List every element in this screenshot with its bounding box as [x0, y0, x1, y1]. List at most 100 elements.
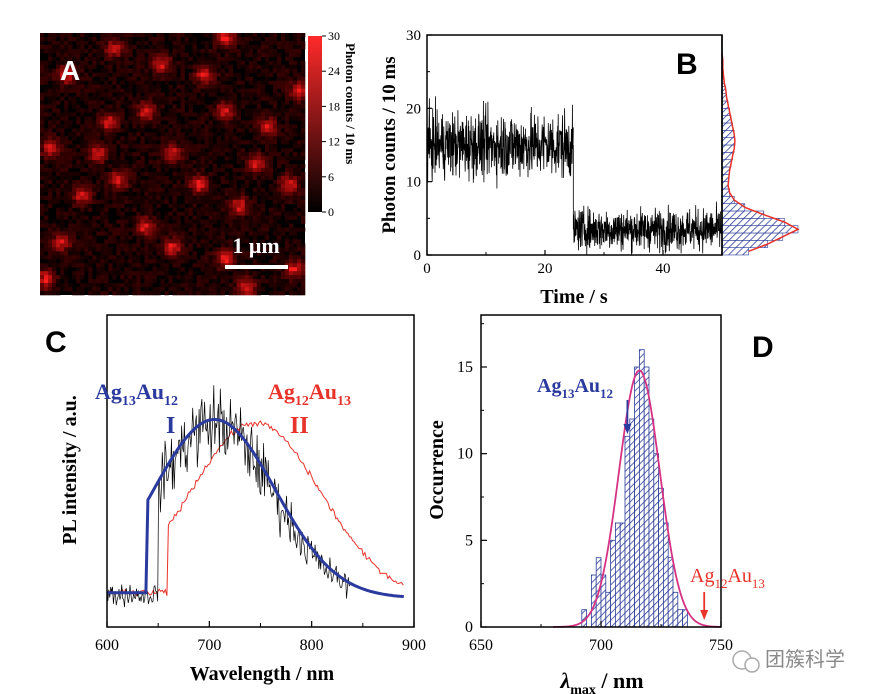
pixel — [256, 191, 262, 197]
pixel — [112, 235, 117, 240]
pixel — [68, 235, 73, 240]
pixel — [56, 291, 61, 296]
pixel — [76, 116, 81, 121]
pixel — [188, 140, 193, 145]
pixel — [104, 44, 109, 50]
pixel — [88, 235, 93, 240]
pixel — [256, 279, 262, 284]
pixel — [72, 179, 77, 185]
pixel — [164, 255, 169, 260]
pixel — [96, 84, 101, 89]
pixel — [228, 239, 234, 244]
pixel — [144, 80, 149, 85]
pixel — [64, 72, 69, 77]
pixel — [160, 60, 165, 66]
pixel — [160, 239, 165, 244]
pixel — [108, 227, 113, 232]
pixel — [152, 187, 157, 193]
pixel — [52, 263, 57, 268]
pixel — [56, 68, 61, 73]
pixel — [68, 68, 73, 73]
pixel — [40, 195, 45, 201]
pixel — [48, 100, 53, 105]
pixel — [156, 100, 161, 105]
pixel — [124, 287, 129, 292]
pixel — [180, 283, 185, 288]
pixel — [140, 144, 145, 149]
pixel — [192, 239, 197, 244]
pixel — [132, 227, 137, 232]
pixel — [60, 235, 65, 240]
pixel — [224, 171, 230, 177]
pixel — [120, 283, 125, 288]
pixel — [200, 227, 205, 232]
pixel — [44, 152, 49, 157]
pixel — [60, 171, 65, 177]
pixel — [300, 287, 306, 292]
pixel — [120, 92, 125, 97]
pixel — [184, 211, 189, 216]
pixel — [140, 104, 145, 109]
pixel — [244, 72, 250, 77]
pixel — [168, 120, 173, 125]
pixel — [208, 199, 213, 204]
pixel — [140, 215, 145, 220]
pixel — [40, 223, 45, 228]
pixel — [64, 263, 69, 268]
pixel — [172, 239, 177, 244]
pixel — [208, 52, 213, 58]
pixel — [112, 124, 117, 129]
pixel — [256, 187, 262, 193]
pixel — [76, 152, 81, 157]
pixel — [148, 100, 153, 105]
pixel — [84, 64, 89, 70]
pixel — [196, 183, 201, 189]
pixel — [64, 187, 69, 193]
pixel — [72, 227, 77, 232]
pixel — [60, 64, 65, 70]
pixel — [96, 88, 101, 93]
pixel — [108, 44, 113, 50]
pixel — [132, 283, 137, 288]
pixel — [172, 36, 177, 42]
hist-fit — [721, 53, 800, 253]
pixel — [220, 33, 225, 38]
pixel — [200, 195, 205, 201]
pixel — [180, 33, 185, 38]
pixel — [204, 207, 209, 212]
pixel — [40, 116, 45, 121]
pixel — [116, 251, 121, 256]
pixel — [260, 96, 266, 101]
pixel — [92, 283, 97, 288]
pixel — [204, 247, 209, 252]
pixel — [272, 223, 278, 228]
pixel — [56, 144, 61, 149]
pixel — [148, 275, 153, 280]
pixel — [80, 267, 85, 272]
pixel — [220, 235, 225, 240]
pixel — [124, 219, 129, 224]
pixel — [80, 167, 85, 173]
pixel — [212, 84, 217, 89]
pixel — [268, 243, 274, 248]
pixel — [236, 124, 242, 129]
pixel — [212, 92, 217, 97]
pixel — [196, 160, 201, 165]
pixel — [116, 291, 121, 296]
pixel — [84, 187, 89, 193]
pixel — [288, 171, 294, 177]
pixel — [276, 160, 282, 165]
pixel — [156, 64, 161, 70]
pixel — [204, 104, 209, 109]
pixel — [80, 259, 85, 264]
pixel — [276, 191, 282, 197]
pixel — [204, 291, 209, 296]
pixel — [232, 175, 238, 181]
pixel — [220, 167, 225, 173]
pixel — [208, 68, 213, 73]
pixel — [224, 136, 230, 141]
pixel — [176, 156, 181, 161]
hist-bar — [634, 366, 640, 628]
pixel — [244, 120, 250, 125]
